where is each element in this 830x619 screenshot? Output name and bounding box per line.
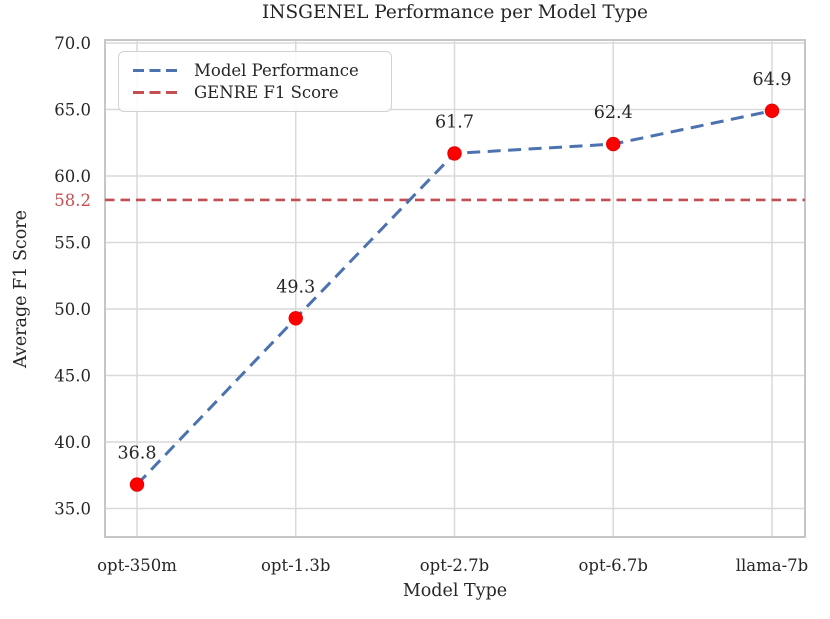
plot-border: [104, 39, 806, 538]
y-tick-label: 50.0: [54, 300, 91, 319]
x-tick-label: opt-350m: [97, 556, 177, 575]
data-point-label: 49.3: [276, 277, 315, 297]
blue-dashed-line-icon: [133, 68, 177, 72]
legend-entry-model-performance: Model Performance: [133, 59, 379, 82]
chart-title: INSGENEL Performance per Model Type: [262, 2, 648, 23]
y-tick-label: 35.0: [54, 500, 91, 519]
data-point-label: 62.4: [594, 103, 633, 123]
data-point-marker: [447, 146, 462, 161]
data-point-label: 36.8: [118, 444, 157, 464]
data-point-marker: [129, 477, 145, 492]
data-point-label: 64.9: [753, 70, 792, 90]
reference-tick-label: 58.2: [54, 191, 91, 210]
y-tick-label: 60.0: [54, 167, 91, 186]
legend: Model Performance GENRE F1 Score: [118, 51, 392, 112]
y-tick-label: 45.0: [54, 367, 91, 386]
data-point-marker: [764, 103, 780, 119]
y-axis-label: Average F1 Score: [11, 210, 31, 368]
y-tick-label: 55.0: [54, 234, 91, 253]
data-point-label: 61.7: [435, 112, 474, 132]
x-tick-label: opt-2.7b: [420, 556, 490, 575]
legend-entry-genre-f1: GENRE F1 Score: [133, 82, 379, 105]
y-tick-label: 70.0: [54, 34, 91, 53]
red-dashed-line-icon: [133, 91, 177, 95]
data-point-marker: [606, 136, 621, 152]
y-tick-label: 65.0: [54, 101, 91, 120]
x-tick-label: opt-6.7b: [578, 556, 648, 575]
legend-label-genre-f1: GENRE F1 Score: [194, 83, 339, 103]
x-tick-label: opt-1.3b: [261, 556, 331, 575]
x-tick-label: llama-7b: [736, 556, 809, 575]
legend-label-model-performance: Model Performance: [194, 60, 359, 80]
data-point-marker: [288, 311, 303, 326]
y-tick-label: 40.0: [54, 433, 91, 452]
x-axis-label: Model Type: [402, 581, 508, 601]
